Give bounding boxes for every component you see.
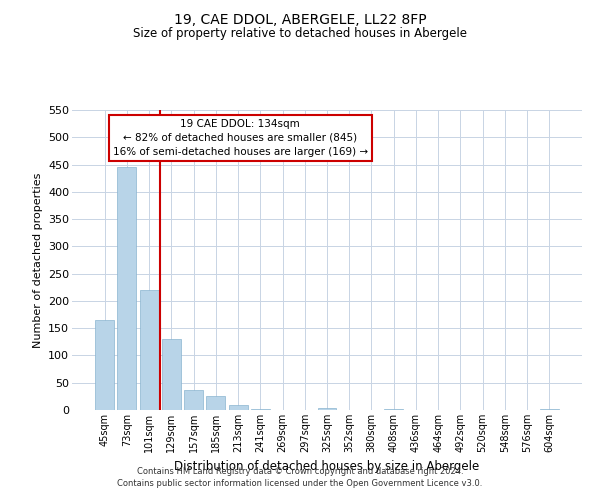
X-axis label: Distribution of detached houses by size in Abergele: Distribution of detached houses by size … bbox=[175, 460, 479, 473]
Bar bbox=[184, 390, 203, 410]
Bar bbox=[118, 168, 136, 410]
Bar bbox=[95, 320, 114, 410]
Bar bbox=[140, 290, 158, 410]
Bar bbox=[162, 339, 181, 410]
Bar bbox=[251, 409, 270, 410]
Text: 19, CAE DDOL, ABERGELE, LL22 8FP: 19, CAE DDOL, ABERGELE, LL22 8FP bbox=[173, 12, 427, 26]
Bar bbox=[384, 409, 403, 410]
Bar bbox=[206, 396, 225, 410]
Text: Contains HM Land Registry data © Crown copyright and database right 2024.
Contai: Contains HM Land Registry data © Crown c… bbox=[118, 466, 482, 487]
Bar bbox=[317, 408, 337, 410]
Bar bbox=[229, 405, 248, 410]
Text: Size of property relative to detached houses in Abergele: Size of property relative to detached ho… bbox=[133, 28, 467, 40]
Text: 19 CAE DDOL: 134sqm
← 82% of detached houses are smaller (845)
16% of semi-detac: 19 CAE DDOL: 134sqm ← 82% of detached ho… bbox=[113, 119, 368, 157]
Bar bbox=[540, 409, 559, 410]
Y-axis label: Number of detached properties: Number of detached properties bbox=[32, 172, 43, 348]
